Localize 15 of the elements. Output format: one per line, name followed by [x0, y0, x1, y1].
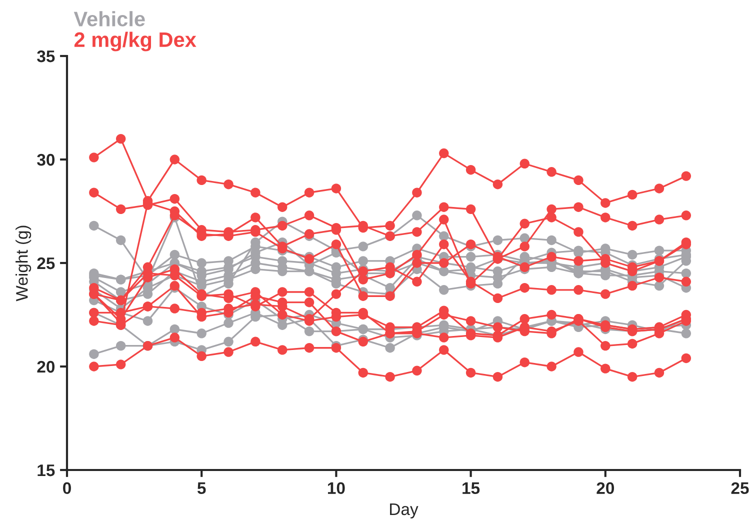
x-tick-label: 10 — [328, 482, 345, 494]
x-axis-title: Day — [390, 504, 418, 518]
x-tick-label: 25 — [731, 482, 749, 494]
x-tick-label: 5 — [197, 482, 206, 494]
x-tick-label: 15 — [462, 482, 480, 494]
x-tick-label: 0 — [63, 482, 71, 494]
y-axis-title: Weight (g) — [16, 226, 32, 302]
y-tick-label: 20 — [37, 360, 55, 373]
text: 2 mg/kg Dex — [74, 32, 196, 52]
y-tick-label: 30 — [37, 154, 55, 166]
y-tick-label: 15 — [38, 464, 55, 476]
x-tick-label: 20 — [596, 482, 614, 494]
text: Vehicle — [74, 11, 145, 26]
y-tick-label: 35 — [37, 50, 55, 62]
y-tick-label: 25 — [37, 257, 55, 270]
